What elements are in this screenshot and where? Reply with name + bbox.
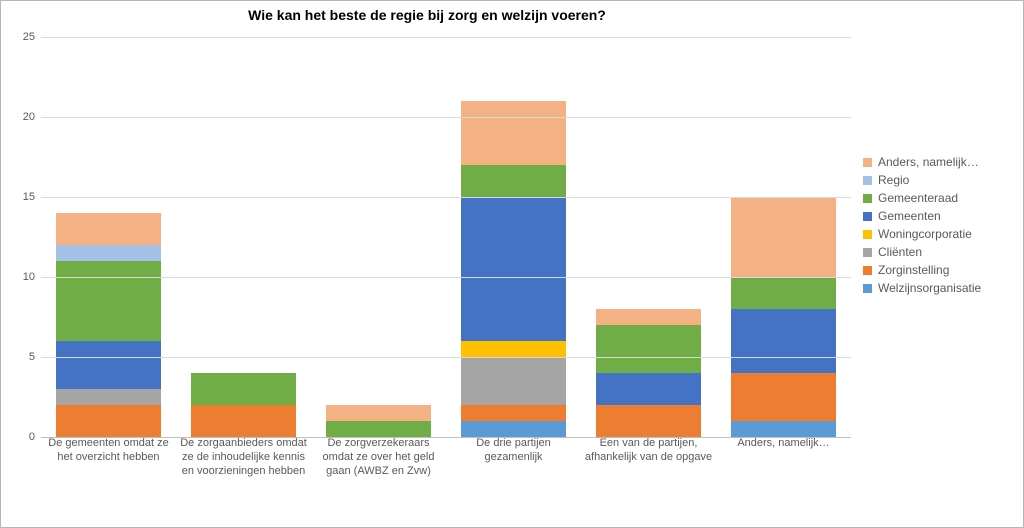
legend-swatch [863, 266, 872, 275]
bar-segment-anders [56, 213, 161, 245]
legend-swatch [863, 212, 872, 221]
bar-segment-zorginstelling [731, 373, 836, 421]
bar-segment-zorginstelling [191, 405, 296, 437]
gridline [41, 277, 851, 278]
bar-segment-gemeenteraad [326, 421, 431, 437]
bar [596, 309, 701, 437]
bar [326, 405, 431, 437]
legend-label: Gemeenteraad [878, 191, 958, 205]
bar-segment-zorginstelling [56, 405, 161, 437]
legend-label: Cliënten [878, 245, 922, 259]
bar-segment-zorginstelling [596, 405, 701, 437]
legend-label: Regio [878, 173, 909, 187]
chart-title: Wie kan het beste de regie bij zorg en w… [1, 7, 853, 23]
x-axis-labels: De gemeenten omdat ze het overzicht hebb… [41, 437, 851, 478]
bar-segment-welzijnsorganisatie [461, 421, 566, 437]
bars-area [41, 37, 851, 437]
bar-segment-gemeenten [461, 197, 566, 341]
legend-swatch [863, 194, 872, 203]
y-tick-label: 25 [23, 31, 41, 43]
gridline [41, 197, 851, 198]
legend-item-welzijnsorganisatie: Welzijnsorganisatie [863, 281, 1013, 295]
legend-label: Woningcorporatie [878, 227, 972, 241]
legend-item-gemeenteraad: Gemeenteraad [863, 191, 1013, 205]
bar-segment-anders [596, 309, 701, 325]
bar-segment-zorginstelling [461, 405, 566, 421]
legend-item-anders: Anders, namelijk… [863, 155, 1013, 169]
legend-item-regio: Regio [863, 173, 1013, 187]
legend-item-woningcorporatie: Woningcorporatie [863, 227, 1013, 241]
plot-area: 0510152025 [41, 37, 851, 438]
y-tick-label: 10 [23, 271, 41, 283]
y-tick-label: 0 [29, 431, 41, 443]
legend: Anders, namelijk… Regio Gemeenteraad Gemeen… [863, 151, 1013, 299]
legend-swatch [863, 158, 872, 167]
bar-segment-gemeenteraad [596, 325, 701, 373]
legend-swatch [863, 284, 872, 293]
bar-segment-gemeenten [731, 309, 836, 373]
legend-label: Zorginstelling [878, 263, 949, 277]
bar-segment-anders [326, 405, 431, 421]
gridline [41, 37, 851, 38]
bar-segment-gemeenteraad [461, 165, 566, 197]
bar-segment-gemeenten [596, 373, 701, 405]
x-tick-label: De zorgverzekeraars omdat ze over het ge… [314, 437, 444, 478]
chart-container: Wie kan het beste de regie bij zorg en w… [0, 0, 1024, 528]
legend-label: Anders, namelijk… [878, 155, 979, 169]
legend-label: Welzijnsorganisatie [878, 281, 981, 295]
bar-segment-clienten [56, 389, 161, 405]
bar-segment-anders [731, 197, 836, 277]
x-tick-label: Anders, namelijk… [719, 437, 849, 478]
legend-label: Gemeenten [878, 209, 941, 223]
x-tick-label: De drie partijen gezamenlijk [449, 437, 579, 478]
bar-segment-clienten [461, 357, 566, 405]
legend-swatch [863, 230, 872, 239]
legend-swatch [863, 248, 872, 257]
x-tick-label: De gemeenten omdat ze het overzicht hebb… [44, 437, 174, 478]
legend-item-clienten: Cliënten [863, 245, 1013, 259]
x-tick-label: Een van de partijen, afhankelijk van de … [584, 437, 714, 478]
gridline [41, 117, 851, 118]
bar [56, 213, 161, 437]
bar-segment-anders [461, 101, 566, 165]
bar-segment-regio [56, 245, 161, 261]
bar [191, 373, 296, 437]
bar-segment-gemeenteraad [56, 261, 161, 341]
bar [731, 197, 836, 437]
bar-segment-gemeenteraad [731, 277, 836, 309]
bar-segment-welzijnsorganisatie [731, 421, 836, 437]
y-tick-label: 5 [29, 351, 41, 363]
y-tick-label: 15 [23, 191, 41, 203]
bar-segment-gemeenten [56, 341, 161, 389]
bar-segment-gemeenteraad [191, 373, 296, 405]
legend-swatch [863, 176, 872, 185]
gridline [41, 357, 851, 358]
legend-item-zorginstelling: Zorginstelling [863, 263, 1013, 277]
y-tick-label: 20 [23, 111, 41, 123]
bar-segment-woningcorporatie [461, 341, 566, 357]
bar [461, 101, 566, 437]
x-tick-label: De zorgaanbieders omdat ze de inhoudelij… [179, 437, 309, 478]
legend-item-gemeenten: Gemeenten [863, 209, 1013, 223]
